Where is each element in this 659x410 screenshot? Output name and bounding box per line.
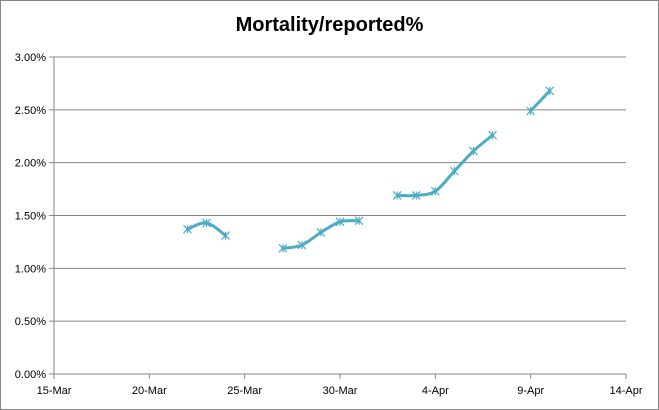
x-tick-label: 30-Mar	[323, 385, 358, 397]
data-point	[449, 166, 459, 176]
y-tick-label: 0.00%	[15, 369, 46, 381]
data-point	[354, 216, 364, 226]
data-point	[183, 224, 192, 234]
data-point	[316, 227, 326, 237]
y-tick-label: 3.00%	[15, 52, 46, 64]
x-tick-label: 20-Mar	[132, 385, 167, 397]
chart-title: Mortality/reported%	[235, 14, 424, 36]
x-tick-label: 4-Apr	[422, 385, 449, 397]
data-point	[278, 243, 288, 253]
y-tick-label: 2.00%	[15, 158, 46, 170]
y-tick-label: 1.00%	[15, 263, 46, 275]
data-point	[335, 217, 345, 227]
data-point	[202, 218, 211, 228]
data-point	[488, 130, 497, 140]
data-point	[526, 106, 536, 116]
data-point	[297, 240, 307, 250]
data-point	[469, 146, 478, 156]
series-line	[395, 133, 495, 198]
x-tick-label: 15-Mar	[37, 385, 72, 397]
data-point	[221, 231, 231, 241]
x-tick-label: 14-Apr	[609, 385, 642, 397]
data-point	[545, 86, 555, 96]
data-point	[430, 186, 440, 196]
data-point	[392, 190, 402, 200]
y-tick-label: 0.50%	[15, 316, 46, 328]
y-tick-label: 2.50%	[15, 105, 46, 117]
x-tick-label: 25-Mar	[227, 385, 262, 397]
data-point	[411, 190, 421, 200]
x-tick-label: 9-Apr	[517, 385, 544, 397]
y-tick-label: 1.50%	[15, 211, 46, 223]
